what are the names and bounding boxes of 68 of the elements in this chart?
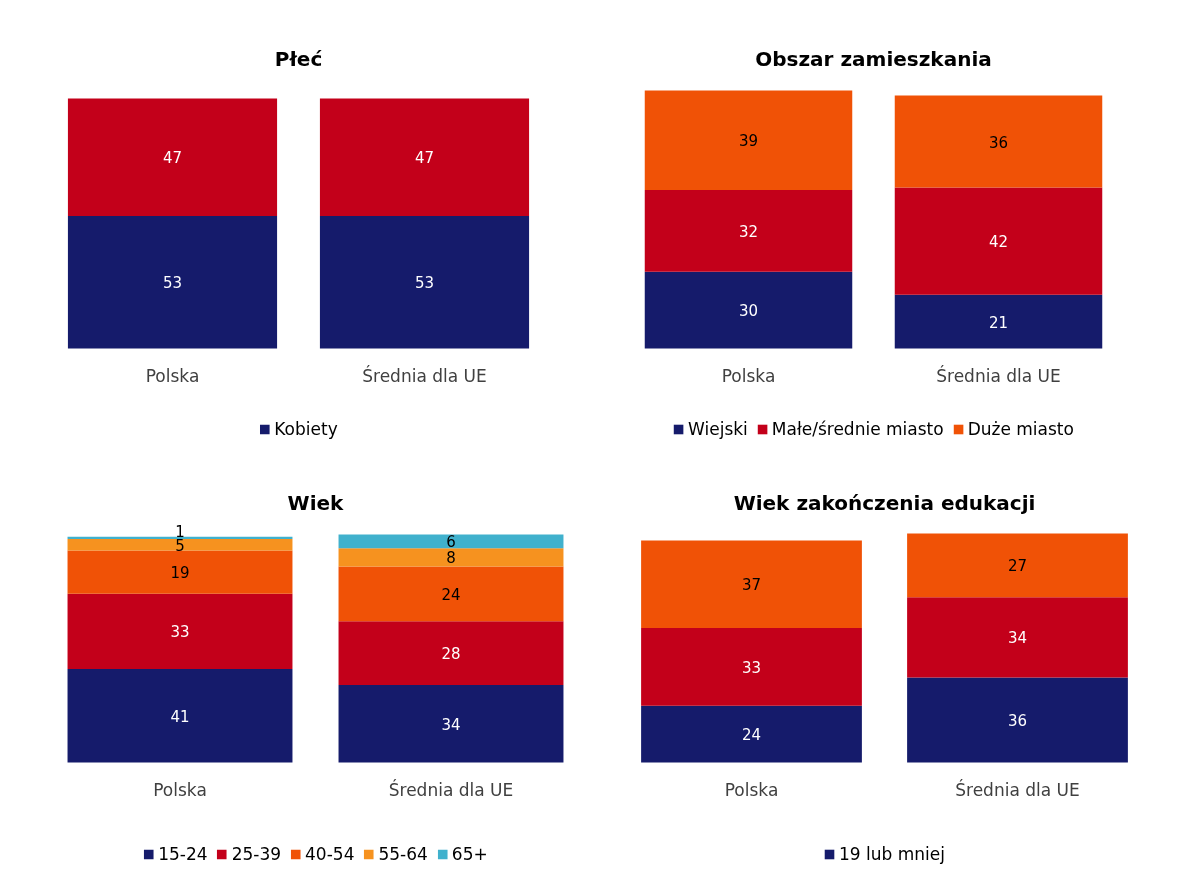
chart-title: Płeć [274,46,323,71]
legend-label: 15-24 [158,844,208,864]
data-label: 24 [441,585,461,604]
legend-label: Wiejski [688,419,748,439]
data-label: 53 [162,274,183,293]
chart-title: Obszar zamieszkania [755,46,992,71]
bar [67,669,293,763]
x-tick-label: Średnia dla UE [955,778,1080,800]
x-tick-label: Polska [721,365,776,386]
legend-label: Małe/średnie miasto [771,419,944,439]
legend-label: 40-54 [305,844,355,864]
data-label: 37 [741,576,762,595]
bar [894,187,1103,295]
data-label: 21 [988,313,1009,332]
data-label: 19 [170,564,190,583]
chart-title: Wiek zakończenia edukacji [733,490,1036,515]
data-label: 5 [175,536,185,555]
data-label: 33 [170,623,190,642]
bar [907,677,1128,763]
bar [641,540,862,628]
data-label: 36 [1007,712,1028,730]
data-label: 41 [170,707,190,726]
legend-label: 25-39 [231,844,282,864]
bar [67,550,293,594]
x-tick-label: Średnia dla UE [388,778,514,800]
legend-label: Duże miasto [967,419,1074,439]
bar [338,534,564,549]
data-label: 24 [741,726,762,745]
data-label: 47 [414,149,435,168]
legend-label: 65+ [451,844,488,864]
data-label: 34 [441,715,461,734]
bar [338,685,564,763]
data-label: 32 [738,222,759,241]
bar [644,90,853,191]
data-label: 8 [446,549,456,568]
legend-label: 19 lub mniej [839,844,945,864]
x-tick-label: Polska [145,365,200,386]
legend-label: Kobiety [274,419,338,439]
bar [338,548,564,567]
bar [641,705,862,763]
bar [338,566,564,622]
bar [894,294,1103,349]
data-label: 53 [414,274,435,293]
data-label: 34 [1007,629,1028,648]
bar [907,597,1128,678]
data-label: 28 [441,645,461,664]
x-tick-label: Polska [153,779,207,800]
data-label: 33 [741,658,762,677]
bar [338,621,564,685]
data-label: 6 [446,533,456,552]
data-label: 36 [988,133,1009,152]
data-label: 47 [162,149,183,168]
bar [907,533,1128,598]
bar [67,593,293,670]
data-label: 27 [1007,557,1028,576]
chart-title: Wiek [287,490,345,515]
legend-label: 55-64 [378,844,428,864]
x-tick-label: Średnia dla UE [936,364,1061,386]
data-label: 42 [988,233,1009,252]
data-label: 39 [738,132,759,151]
bar [894,95,1103,188]
bar [67,539,293,551]
x-tick-label: Polska [724,779,779,800]
bar [644,271,853,349]
x-tick-label: Średnia dla UE [362,364,487,386]
data-label: 30 [738,302,759,321]
bar [644,190,853,272]
bar [641,627,862,706]
